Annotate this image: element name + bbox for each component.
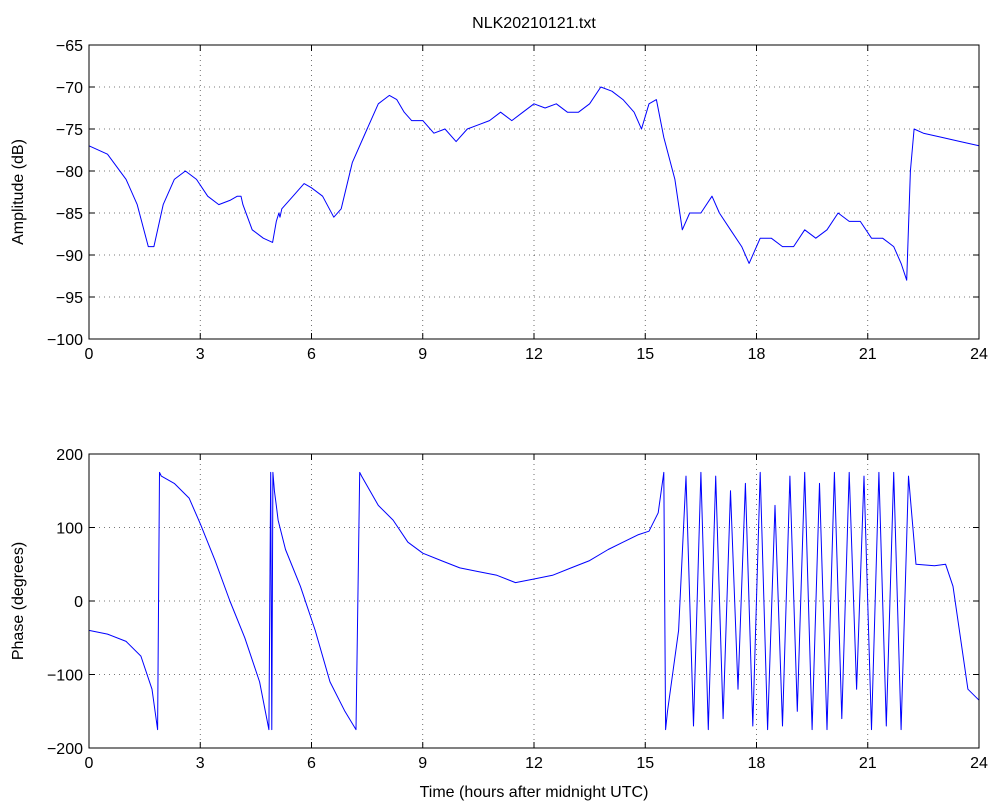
amp-y-tick-label: −80 <box>56 164 83 181</box>
phase-ticks: 0 3 6 9 12 15 18 21 24 200 100 0 −100 −200 <box>47 447 988 772</box>
amp-x-tick-label: 12 <box>525 346 543 363</box>
amplitude-ticks: 0 3 6 9 12 15 18 21 24 −65 −70 −75 −80 −85 −90 −95 −100 <box>47 38 988 363</box>
amp-x-tick-label: 3 <box>196 346 205 363</box>
amp-x-tick-label: 9 <box>418 346 427 363</box>
phase-y-tick-label: −200 <box>47 741 83 758</box>
amplitude-grid <box>89 45 979 339</box>
amp-y-tick-label: −95 <box>56 290 83 307</box>
phase-x-tick-label: 18 <box>748 755 766 772</box>
amp-y-tick-label: −90 <box>56 248 83 265</box>
phase-plot: 0 3 6 9 12 15 18 21 24 200 100 0 −100 −200 Phase (deg… <box>10 447 988 801</box>
phase-series <box>88 471 980 731</box>
phase-x-tick-label: 15 <box>636 755 654 772</box>
amplitude-y-axis-label: Amplitude (dB) <box>10 139 27 245</box>
amp-y-tick-label: −85 <box>56 206 83 223</box>
phase-grid <box>89 454 979 748</box>
amplitude-series <box>88 86 980 281</box>
amp-x-tick-label: 15 <box>636 346 654 363</box>
phase-x-tick-label: 9 <box>418 755 427 772</box>
amp-x-tick-label: 6 <box>307 346 316 363</box>
amp-y-tick-label: −100 <box>47 332 83 349</box>
phase-x-tick-label: 24 <box>970 755 988 772</box>
phase-y-axis-label: Phase (degrees) <box>10 542 27 660</box>
phase-series-line <box>88 471 980 731</box>
amp-x-tick-label: 0 <box>85 346 94 363</box>
phase-y-tick-label: −100 <box>47 668 83 685</box>
amp-x-tick-label: 21 <box>859 346 877 363</box>
phase-x-tick-label: 21 <box>859 755 877 772</box>
amp-y-tick-label: −70 <box>56 80 83 97</box>
phase-y-tick-label: 200 <box>56 447 83 464</box>
time-x-axis-label: Time (hours after midnight UTC) <box>420 784 649 801</box>
phase-y-tick-label: 0 <box>74 594 83 611</box>
phase-x-tick-label: 0 <box>85 755 94 772</box>
phase-x-tick-label: 3 <box>196 755 205 772</box>
phase-x-tick-label: 6 <box>307 755 316 772</box>
amp-x-tick-label: 24 <box>970 346 988 363</box>
amp-y-tick-label: −75 <box>56 122 83 139</box>
amplitude-plot-title: NLK20210121.txt <box>472 15 596 32</box>
amp-y-tick-label: −65 <box>56 38 83 55</box>
amplitude-plot: NLK20210121.txt 0 3 6 9 12 15 18 21 24 −65 −70 −75 −… <box>10 15 988 363</box>
phase-x-tick-label: 12 <box>525 755 543 772</box>
amp-x-tick-label: 18 <box>748 346 766 363</box>
amp-series-line <box>88 86 980 281</box>
phase-y-tick-label: 100 <box>56 521 83 538</box>
